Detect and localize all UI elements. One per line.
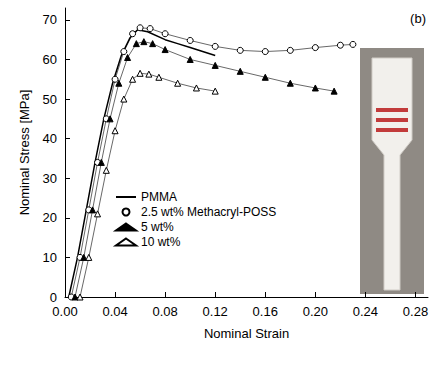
- svg-text:30: 30: [43, 171, 57, 186]
- svg-text:Nominal Stress [MPa]: Nominal Stress [MPa]: [17, 90, 32, 216]
- svg-text:(b): (b): [410, 11, 426, 26]
- svg-text:Nominal Strain: Nominal Strain: [204, 326, 289, 341]
- svg-text:0.16: 0.16: [253, 304, 278, 319]
- svg-text:10 wt%: 10 wt%: [141, 235, 181, 249]
- svg-text:0.08: 0.08: [152, 304, 177, 319]
- svg-text:10: 10: [43, 250, 57, 265]
- svg-text:0: 0: [50, 290, 57, 305]
- svg-text:0.00: 0.00: [52, 304, 77, 319]
- svg-text:60: 60: [43, 52, 57, 67]
- svg-text:20: 20: [43, 210, 57, 225]
- svg-text:70: 70: [43, 12, 57, 27]
- svg-text:0.12: 0.12: [203, 304, 228, 319]
- svg-text:0.28: 0.28: [403, 304, 428, 319]
- svg-text:50: 50: [43, 92, 57, 107]
- svg-text:5 wt%: 5 wt%: [141, 220, 174, 234]
- svg-text:0.24: 0.24: [353, 304, 378, 319]
- svg-text:2.5 wt% Methacryl-POSS: 2.5 wt% Methacryl-POSS: [141, 205, 276, 219]
- svg-text:40: 40: [43, 131, 57, 146]
- svg-text:0.04: 0.04: [102, 304, 127, 319]
- svg-text:0.20: 0.20: [303, 304, 328, 319]
- svg-text:PMMA: PMMA: [141, 190, 177, 204]
